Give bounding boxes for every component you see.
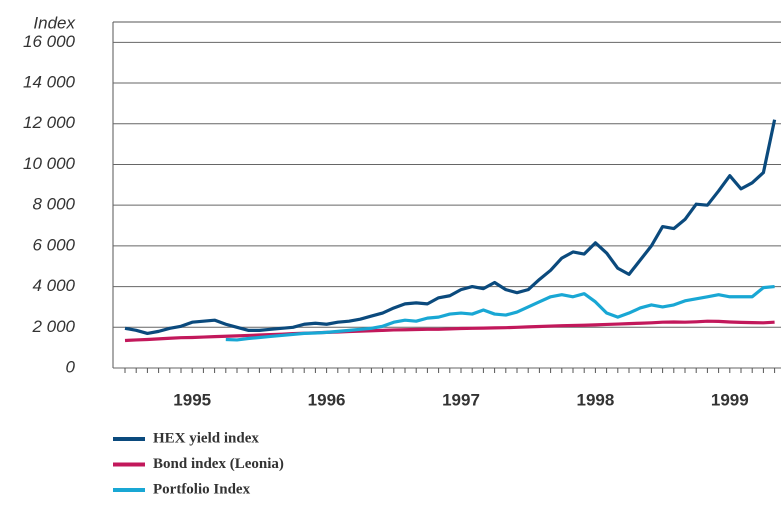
legend-label: HEX yield index <box>153 430 259 446</box>
x-tick-label: 1999 <box>711 390 749 409</box>
series-line <box>225 284 775 342</box>
series-line <box>124 319 775 343</box>
y-axis-label: Index <box>33 13 75 32</box>
series-line <box>124 119 777 335</box>
y-tick-label: 4 000 <box>32 276 75 295</box>
y-tick-label: 6 000 <box>32 235 75 254</box>
legend-label: Portfolio Index <box>153 481 251 497</box>
y-tick-label: 8 000 <box>32 195 75 214</box>
x-tick-label: 1997 <box>442 390 480 409</box>
y-tick-label: 10 000 <box>23 154 76 173</box>
x-tick-label: 1995 <box>173 390 211 409</box>
y-tick-label: 14 000 <box>23 73 76 92</box>
legend-label: Bond index (Leonia) <box>153 456 284 472</box>
x-tick-label: 1996 <box>308 390 346 409</box>
y-tick-label: 2 000 <box>31 317 75 336</box>
x-tick-label: 1998 <box>576 390 614 409</box>
y-tick-label: 0 <box>66 357 76 376</box>
y-tick-label: 12 000 <box>23 113 76 132</box>
y-tick-label: 16 000 <box>23 32 76 51</box>
